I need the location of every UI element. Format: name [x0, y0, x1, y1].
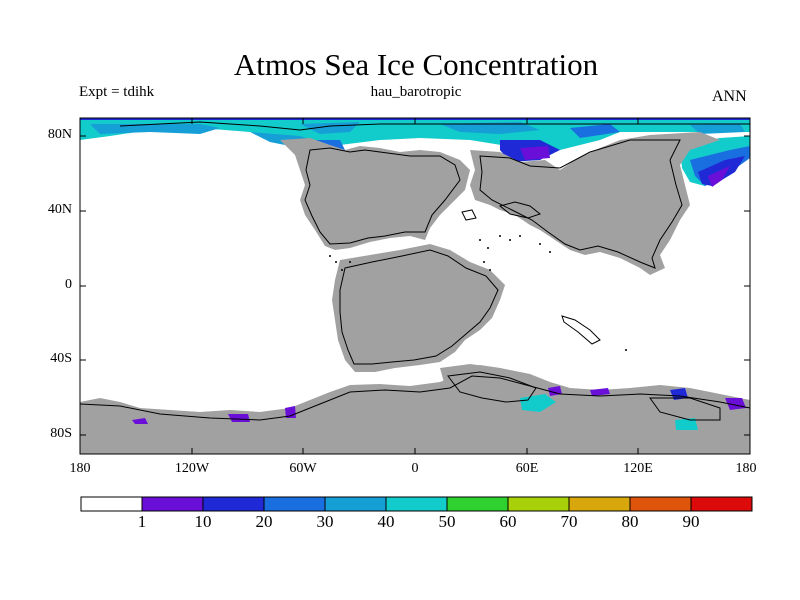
- colorbar-label: 70: [560, 512, 578, 531]
- colorbar-swatch: [385, 496, 448, 512]
- lat-label-40s: 40S: [50, 351, 72, 366]
- experiment-label: Expt = tdihk: [79, 84, 155, 100]
- lat-label-40n: 40N: [47, 202, 72, 217]
- colorbar-swatch: [80, 496, 143, 512]
- case-label: hau_barotropic: [370, 84, 462, 100]
- lat-label-0: 0: [65, 277, 72, 292]
- lon-label-180e: 180: [735, 461, 757, 476]
- colorbar-swatch: [263, 496, 326, 512]
- colorbar-label: 80: [621, 512, 639, 531]
- lat-label-80n: 80N: [47, 127, 72, 142]
- chart-title: Atmos Sea Ice Concentration: [233, 47, 599, 82]
- colorbar-label: 30: [316, 512, 334, 531]
- lon-label-60w: 60W: [289, 461, 317, 476]
- colorbar-label: 40: [377, 512, 395, 531]
- land-masses: [80, 132, 750, 454]
- lon-label-60e: 60E: [515, 461, 539, 476]
- colorbar-swatch: [568, 496, 631, 512]
- colorbar-swatch: [324, 496, 387, 512]
- colorbar-swatch: [446, 496, 509, 512]
- lat-label-80s: 80S: [50, 426, 72, 441]
- colorbar-swatch: [690, 496, 753, 512]
- colorbar-swatch: [141, 496, 204, 512]
- lon-label-0: 0: [411, 461, 419, 476]
- lon-label-180w: 180: [69, 461, 91, 476]
- coastlines: [79, 121, 751, 421]
- colorbar-swatch: [202, 496, 265, 512]
- colorbar-label: 1: [137, 512, 147, 531]
- colorbar: [80, 496, 753, 512]
- colorbar-label: 90: [682, 512, 700, 531]
- lon-label-120w: 120W: [174, 461, 210, 476]
- lon-label-120e: 120E: [623, 461, 653, 476]
- axis-ticks: [80, 118, 750, 454]
- colorbar-swatch: [629, 496, 692, 512]
- colorbar-swatch: [507, 496, 570, 512]
- season-label: ANN: [712, 88, 747, 105]
- colorbar-label: 20: [255, 512, 273, 531]
- colorbar-label: 60: [499, 512, 517, 531]
- colorbar-label: 10: [194, 512, 212, 531]
- colorbar-label: 50: [438, 512, 456, 531]
- island-dots: [329, 235, 627, 351]
